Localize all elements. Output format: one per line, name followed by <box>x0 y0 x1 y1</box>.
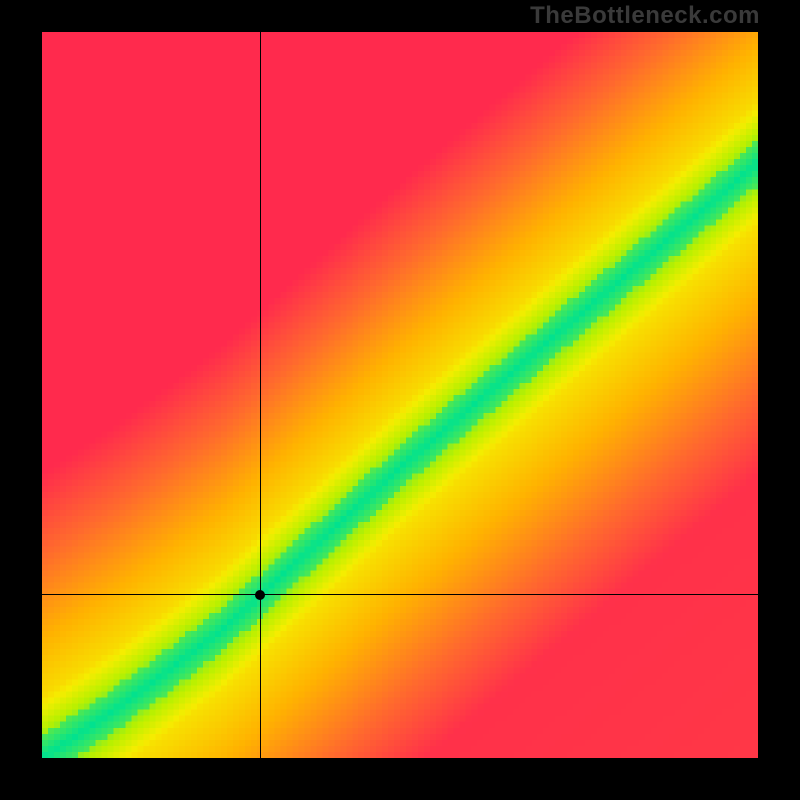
bottleneck-heatmap <box>42 32 758 758</box>
crosshair-marker <box>255 590 265 600</box>
watermark-text: TheBottleneck.com <box>530 2 760 30</box>
crosshair-horizontal-line <box>42 594 758 596</box>
crosshair-vertical-line <box>260 32 262 758</box>
figure-root: { "meta": { "watermark_text": "TheBottle… <box>0 0 800 800</box>
